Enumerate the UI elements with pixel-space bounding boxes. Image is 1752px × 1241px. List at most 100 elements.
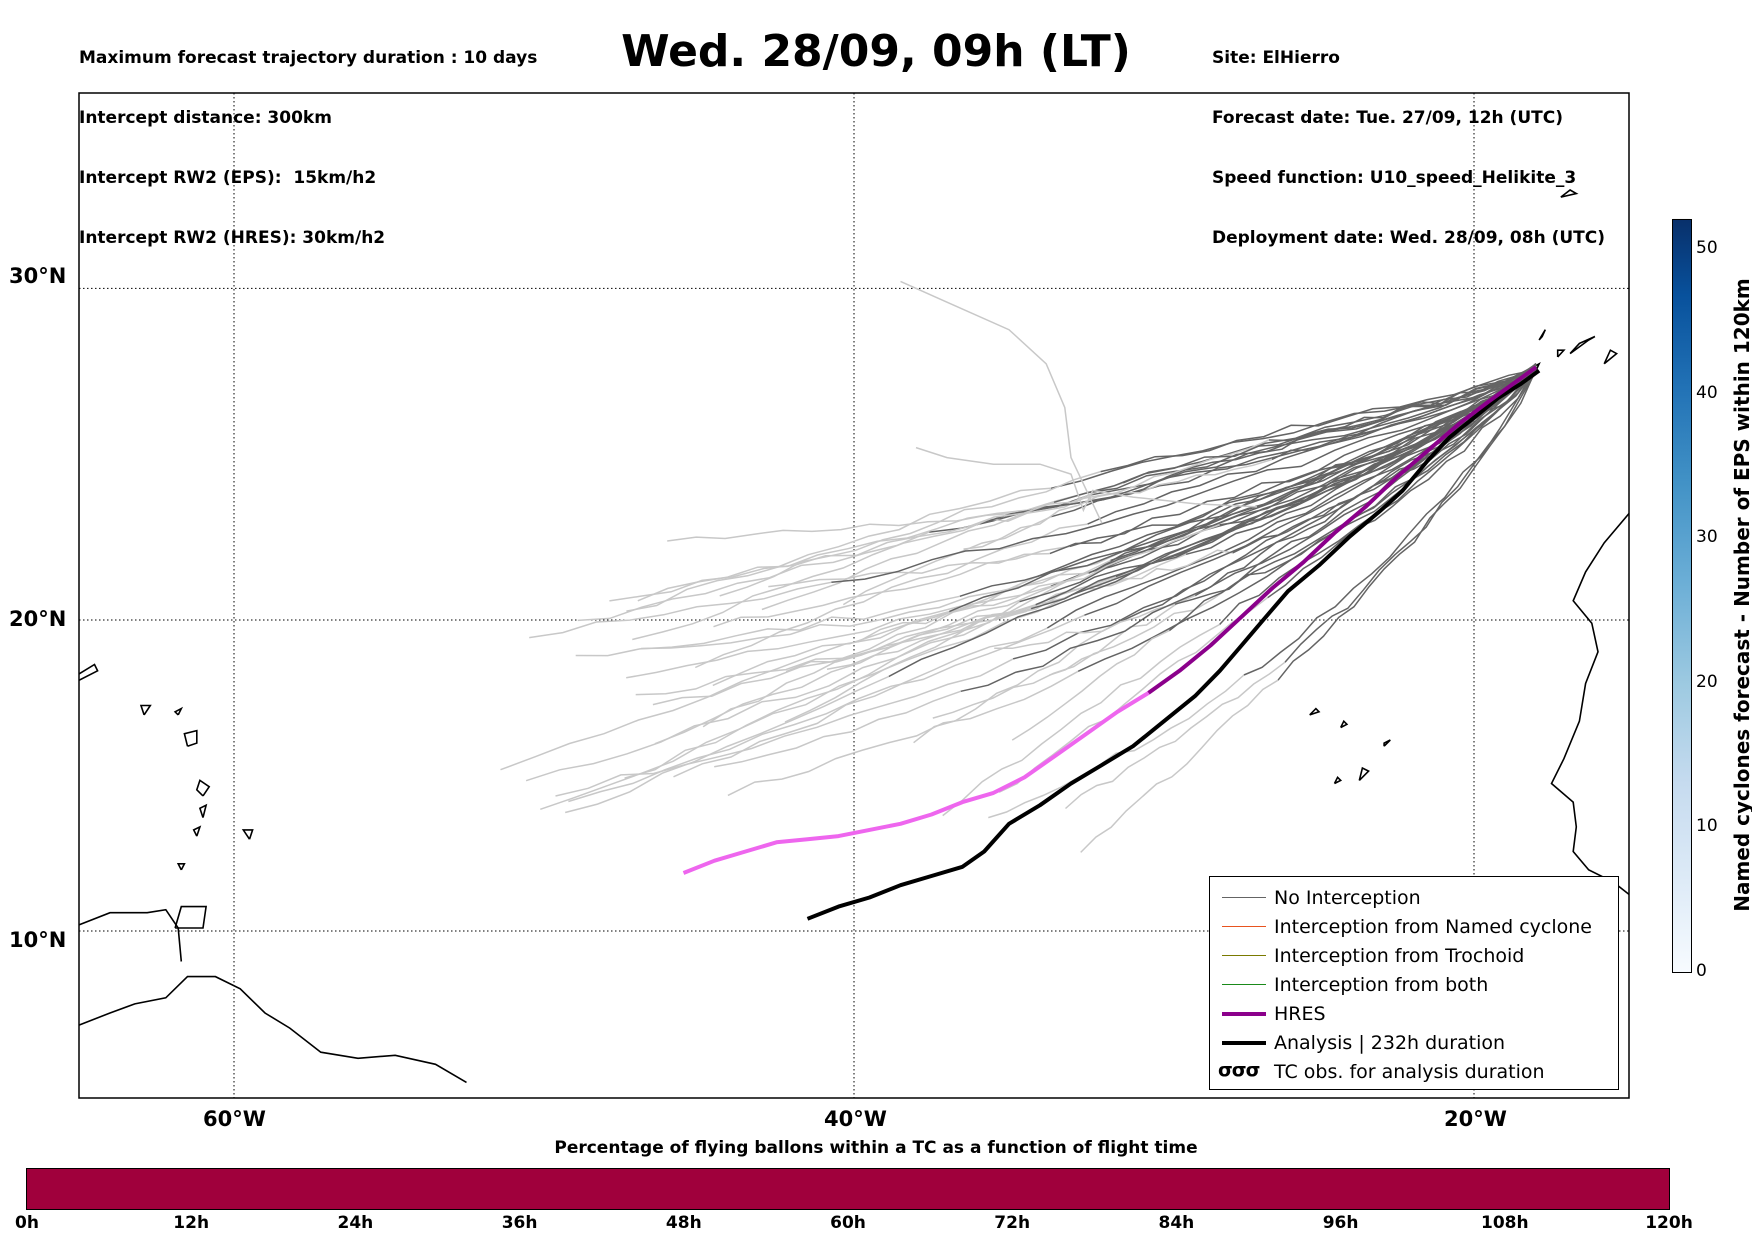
eps-track-light: [842, 516, 1052, 606]
legend-label: No Interception: [1274, 887, 1421, 909]
eps-track-light: [1080, 679, 1279, 853]
legend-swatch: [1222, 1041, 1266, 1045]
eps-track-dark: [1124, 368, 1537, 552]
eps-track-light: [714, 690, 961, 768]
time-bar-tick-label: 0h: [15, 1213, 39, 1233]
eps-track-light: [635, 575, 1117, 696]
colorbar-tick-label: 20: [1696, 671, 1718, 692]
eps-track-light: [673, 627, 1048, 778]
coastline-segment: [1569, 335, 1596, 355]
page-title: Wed. 28/09, 09h (LT): [621, 26, 1131, 77]
lon-label-60w: 60°W: [203, 1107, 266, 1131]
eps-track-light: [555, 658, 1014, 797]
trajectory-settings: Maximum forecast trajectory duration : 1…: [79, 8, 537, 268]
eps-track-light: [609, 522, 981, 602]
legend-swatch: [1222, 897, 1266, 898]
coastline-segment: [1339, 719, 1349, 729]
coastline-segment: [79, 908, 183, 962]
coastline-segment: [139, 704, 152, 716]
eps-track-light: [1048, 594, 1196, 676]
info-line-speed-function: Speed function: U10_speed_Helikite_3: [1212, 168, 1577, 188]
hres-track: [1147, 365, 1538, 695]
eps-track-light: [915, 446, 1258, 513]
colorbar-tick-label: 0: [1696, 961, 1707, 981]
hres-track-after: [682, 691, 1150, 875]
legend-label: TC obs. for analysis duration: [1274, 1061, 1545, 1083]
eps-track-dark: [1053, 369, 1537, 504]
time-bar-tick-label: 108h: [1481, 1213, 1529, 1233]
legend-item-named-cyclone: Interception from Named cyclone: [1210, 914, 1618, 940]
eps-track-light: [500, 610, 950, 771]
legend-swatch: [1222, 984, 1266, 985]
coastline-segment: [1556, 349, 1566, 358]
legend-item-both: Interception from both: [1210, 972, 1618, 998]
legend-label: Interception from Named cyclone: [1274, 916, 1592, 938]
legend-label: HRES: [1274, 1003, 1326, 1025]
eps-track-light: [857, 524, 1220, 643]
coastline-segment: [183, 729, 198, 747]
eps-track-light: [988, 674, 1245, 819]
tc-symbol-icon: σσσ: [1218, 1059, 1260, 1081]
eps-track-dark: [1035, 366, 1537, 606]
lat-label-20n: 20°N: [9, 607, 67, 631]
time-bar-tick-label: 12h: [173, 1213, 210, 1233]
eps-track-light: [768, 552, 1050, 588]
coastline-segment: [1550, 512, 1629, 896]
coastlines: [79, 189, 1667, 1084]
eps-track-light: [900, 280, 1103, 524]
coastline-segment: [192, 825, 202, 837]
cyclone-colorbar: [1672, 219, 1692, 973]
eps-trajectories: [500, 280, 1537, 853]
map-legend: No Interception Interception from Named …: [1209, 876, 1619, 1090]
coastline-segment: [79, 975, 467, 1084]
time-bar-tick-label: 48h: [665, 1213, 702, 1233]
eps-track-light: [525, 607, 1032, 782]
time-bar-tick-label: 36h: [501, 1213, 538, 1233]
coastline-segment: [79, 663, 99, 682]
eps-track-light: [529, 581, 832, 639]
eps-track-light: [963, 439, 1270, 550]
legend-swatch: [1222, 955, 1266, 956]
eps-track-light: [568, 614, 1085, 803]
time-bar-tick-label: 84h: [1158, 1213, 1195, 1233]
colorbar-label: Named cyclones forecast - Number of EPS …: [1730, 278, 1752, 912]
lat-label-10n: 10°N: [9, 928, 67, 952]
coastline-segment: [195, 779, 211, 797]
info-line-site: Site: ElHierro: [1212, 48, 1340, 68]
eps-track-light: [632, 501, 1055, 641]
eps-track-light: [694, 523, 1088, 669]
eps-track-dark: [1122, 364, 1537, 484]
eps-track-light: [652, 603, 1036, 706]
info-line-intercept-distance: Intercept distance: 300km: [79, 108, 332, 128]
map-frame: [78, 92, 1630, 1099]
info-line-rw2-eps: Intercept RW2 (EPS): 15km/h2: [79, 168, 377, 188]
eps-track-dark: [1277, 368, 1537, 681]
lat-label-30n: 30°N: [9, 264, 67, 288]
legend-item-trochoid: Interception from Trochoid: [1210, 943, 1618, 969]
eps-track-light: [761, 482, 1124, 611]
eps-track-dark: [1030, 370, 1537, 610]
colorbar-tick-label: 50: [1696, 237, 1718, 258]
eps-track-light: [565, 675, 890, 814]
info-line-duration: Maximum forecast trajectory duration : 1…: [79, 48, 538, 68]
time-bar-title: Percentage of flying ballons within a TC…: [554, 1138, 1198, 1158]
colorbar-tick-label: 40: [1696, 382, 1718, 403]
eps-track-light: [624, 601, 1020, 779]
time-bar-tick-label: 72h: [994, 1213, 1031, 1233]
eps-track-light: [969, 458, 1273, 527]
coastline-segment: [241, 829, 254, 840]
legend-label: Interception from Trochoid: [1274, 945, 1525, 967]
eps-track-light: [719, 470, 1101, 597]
legend-item-no-interception: No Interception: [1210, 885, 1618, 911]
eps-track-dark: [831, 366, 1537, 584]
eps-track-light: [626, 487, 1051, 612]
coastline-segment: [1560, 189, 1579, 198]
eps-track-light: [626, 585, 1052, 679]
eps-track-light: [1011, 629, 1170, 741]
legend-item-tc-obs: σσσ TC obs. for analysis duration: [1210, 1059, 1618, 1085]
coastline-segment: [1645, 333, 1667, 357]
legend-swatch: [1222, 1012, 1266, 1016]
eps-track-light: [575, 595, 960, 657]
deterministic-trajectories: [682, 365, 1541, 921]
eps-track-light: [540, 594, 1072, 811]
